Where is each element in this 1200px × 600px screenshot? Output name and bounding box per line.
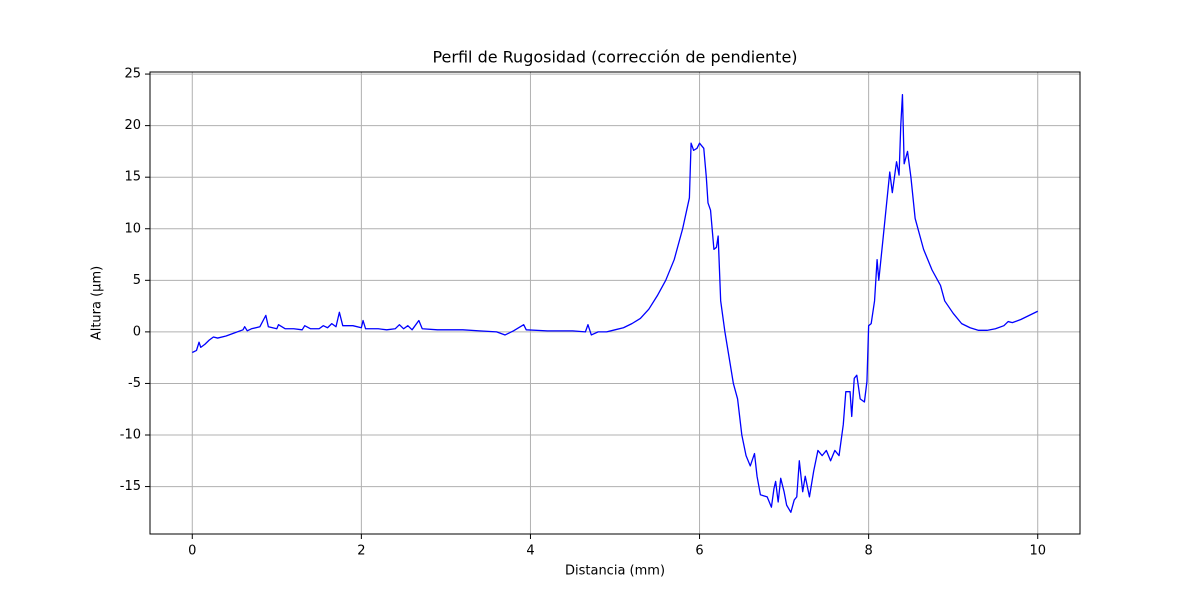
x-tick-label: 0 (188, 544, 196, 559)
chart-title: Perfil de Rugosidad (corrección de pendi… (432, 48, 797, 67)
x-axis-label: Distancia (mm) (565, 564, 665, 579)
y-tick-label: -10 (120, 428, 141, 443)
y-tick-label: 10 (124, 221, 141, 236)
y-tick-label: 5 (133, 273, 141, 288)
y-tick-label: -15 (120, 479, 141, 494)
y-tick-label: -5 (128, 376, 141, 391)
y-tick-label: 20 (124, 118, 141, 133)
x-tick-label: 10 (1029, 544, 1046, 559)
x-tick-label: 8 (864, 544, 872, 559)
x-tick-label: 4 (526, 544, 534, 559)
y-axis-label: Altura (µm) (90, 266, 105, 340)
data-line (191, 94, 1039, 513)
x-tick-label: 6 (695, 544, 703, 559)
y-tick-label: 0 (133, 324, 141, 339)
y-tick-label: 15 (124, 170, 141, 185)
y-tick-label: 25 (124, 67, 141, 82)
plot-frame (149, 71, 1081, 535)
x-tick-label: 2 (357, 544, 365, 559)
